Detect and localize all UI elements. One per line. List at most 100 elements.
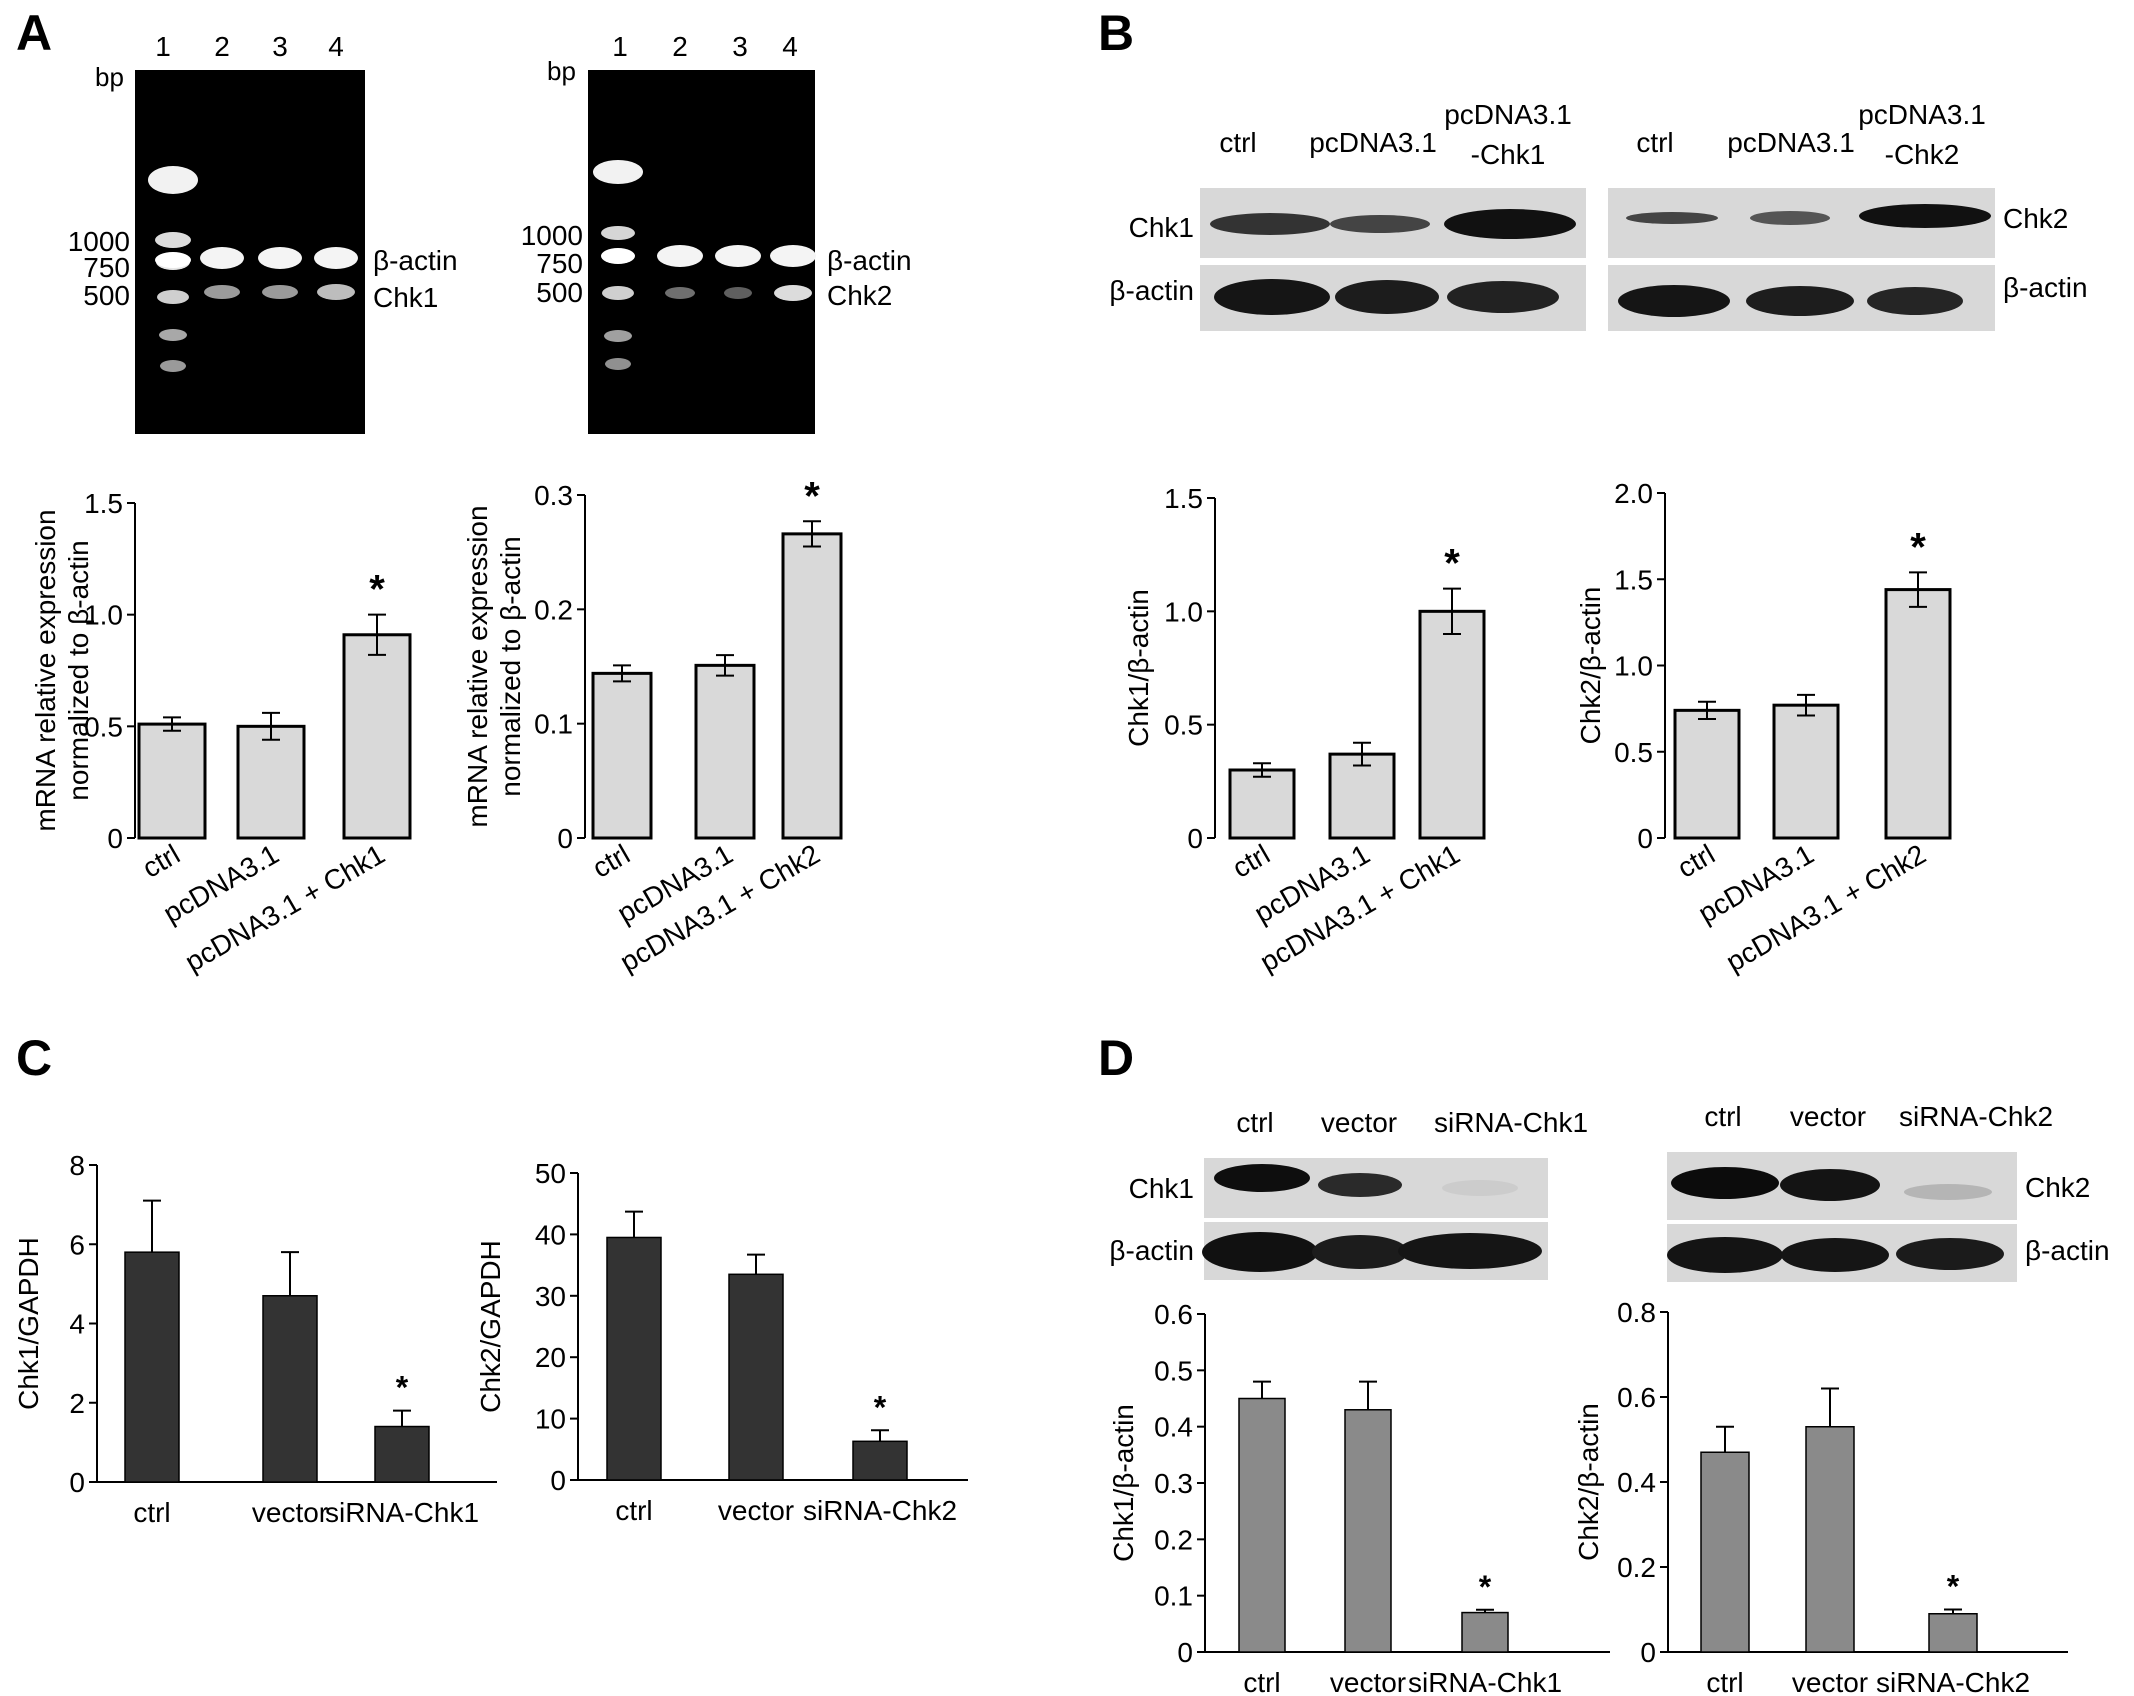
gel-marker-label: 1000: [68, 226, 130, 257]
x-category-label: pcDNA3.1 + Chk2: [1721, 838, 1931, 977]
y-tick-label: 30: [535, 1281, 566, 1312]
gel-marker-label: 750: [83, 252, 130, 283]
blot-lane-label: -Chk1: [1471, 139, 1546, 170]
x-category-label: siRNA-Chk2: [1876, 1667, 2030, 1696]
significance-marker: *: [1910, 525, 1926, 569]
y-tick-label: 0.6: [1617, 1382, 1656, 1413]
blot-lane-label: pcDNA3.1: [1727, 127, 1855, 158]
gel-image-chk2: bp 1 2 3 4 1000 750 500 β-actin Chk2: [521, 31, 912, 434]
chart-c-chk1-gapdh: 0 2 4 6 8 ctrl vector * siRNA-Chk1 Chk1/GAPDH: [13, 1150, 497, 1528]
gel-lane-label: 1: [612, 31, 628, 62]
gel-marker-label: 500: [536, 277, 583, 308]
bar: [781, 532, 843, 840]
y-tick-label: 0.5: [1614, 737, 1653, 768]
y-axis-label: Chk2/β-actin: [1573, 1403, 1604, 1561]
y-tick-label: 0: [1640, 1637, 1656, 1668]
y-tick-label: 50: [535, 1158, 566, 1189]
y-tick-label: 0.8: [1617, 1297, 1656, 1328]
blot-row-label: Chk1: [1129, 212, 1194, 243]
chart-c-chk2-gapdh: 0 10 20 30 40 50 ctrl vector * siRNA-Chk2 Chk2/GAP…: [475, 1158, 968, 1526]
y-tick-label: 0.5: [1164, 710, 1203, 741]
significance-marker: *: [369, 568, 385, 612]
y-tick-label: 4: [69, 1309, 85, 1340]
x-category-label: siRNA-Chk1: [325, 1497, 479, 1528]
panel-letter-d: D: [1098, 1030, 1134, 1086]
blot-row-label: β-actin: [1109, 275, 1194, 306]
gel-lane-label: 4: [782, 31, 798, 62]
panel-letter-a: A: [16, 5, 52, 61]
y-tick-label: 8: [69, 1150, 85, 1181]
bar: [262, 1295, 318, 1483]
x-category-label: siRNA-Chk2: [803, 1495, 957, 1526]
y-tick-label: 0: [69, 1467, 85, 1498]
y-axis-label: mRNA relative expression: [30, 509, 61, 831]
panel-letter-b: B: [1098, 5, 1134, 61]
y-tick-label: 0.2: [1617, 1552, 1656, 1583]
x-category-label: vector: [252, 1497, 328, 1528]
gel-band-label: β-actin: [827, 245, 912, 276]
y-axis-label: Chk1/β-actin: [1123, 589, 1154, 747]
blot-lane-label: -Chk2: [1885, 139, 1960, 170]
x-category-label: vector: [718, 1495, 794, 1526]
blot-lane-label: siRNA-Chk1: [1434, 1107, 1588, 1138]
blot-lane-label: pcDNA3.1: [1858, 99, 1986, 130]
x-category-label: ctrl: [615, 1495, 652, 1526]
western-blot-sirna-chk2: ctrl vector siRNA-Chk2 Chk2 β-actin: [1667, 1101, 2110, 1282]
x-category-label: ctrl: [1672, 838, 1720, 884]
y-tick-label: 0.5: [1154, 1355, 1193, 1386]
blot-row-label: Chk2: [2003, 203, 2068, 234]
x-category-label: ctrl: [133, 1497, 170, 1528]
y-tick-label: 0.4: [1154, 1412, 1193, 1443]
blot-lane-label: vector: [1321, 1107, 1397, 1138]
y-tick-label: 0: [557, 823, 573, 854]
y-axis-label: Chk2/β-actin: [1575, 587, 1606, 745]
significance-marker: *: [1444, 542, 1460, 586]
bar: [342, 633, 412, 840]
y-tick-label: 0.3: [534, 480, 573, 511]
y-axis-label: normalized to β-actin: [63, 540, 94, 800]
bar: [1673, 708, 1741, 840]
blot-row-label: β-actin: [1109, 1235, 1194, 1266]
y-tick-label: 1.5: [1164, 483, 1203, 514]
y-tick-label: 6: [69, 1229, 85, 1260]
chart-d-chk2-sirna: 0 0.2 0.4 0.6 0.8 ctrl vector * siRNA-Chk2 Chk2/β…: [1573, 1297, 2068, 1696]
y-tick-label: 10: [535, 1404, 566, 1435]
blot-lane-label: siRNA-Chk2: [1899, 1101, 2053, 1132]
y-axis-label: normalized to β-actin: [495, 536, 526, 796]
gel-lane-label: 4: [328, 31, 344, 62]
bar: [1461, 1611, 1509, 1653]
blot-row-label: β-actin: [2025, 1235, 2110, 1266]
x-category-label: ctrl: [137, 838, 185, 884]
blot-lane-label: ctrl: [1704, 1101, 1741, 1132]
y-tick-label: 0: [1637, 823, 1653, 854]
bar: [236, 724, 306, 840]
x-category-label: siRNA-Chk1: [1408, 1667, 1562, 1696]
y-tick-label: 0: [550, 1465, 566, 1496]
blot-lane-label: pcDNA3.1: [1444, 99, 1572, 130]
blot-row-label: β-actin: [2003, 272, 2088, 303]
y-tick-label: 20: [535, 1342, 566, 1373]
bar: [137, 722, 207, 840]
bar: [728, 1273, 784, 1481]
significance-marker: *: [874, 1389, 887, 1425]
bar: [1344, 1409, 1392, 1653]
bar: [694, 663, 756, 840]
bar: [1328, 752, 1396, 840]
y-tick-label: 2.0: [1614, 478, 1653, 509]
y-tick-label: 0: [107, 823, 123, 854]
y-axis-label: mRNA relative expression: [462, 505, 493, 827]
blot-row-label: Chk1: [1129, 1173, 1194, 1204]
bar: [124, 1251, 180, 1483]
x-category-label: pcDNA3.1 + Chk1: [180, 838, 390, 977]
blot-lane-label: ctrl: [1636, 127, 1673, 158]
panel-letter-c: C: [16, 1030, 52, 1086]
significance-marker: *: [804, 474, 820, 518]
western-blot-chk1: ctrl pcDNA3.1 pcDNA3.1 -Chk1 Chk1 β-acti…: [1109, 99, 1586, 331]
chart-d-chk1-sirna: 0 0.1 0.2 0.3 0.4 0.5 0.6 ctrl vector * siRNA-Chk1…: [1108, 1299, 1610, 1696]
blot-lane-label: vector: [1790, 1101, 1866, 1132]
y-axis-label: Chk1/β-actin: [1108, 1404, 1139, 1562]
bar: [374, 1425, 430, 1483]
